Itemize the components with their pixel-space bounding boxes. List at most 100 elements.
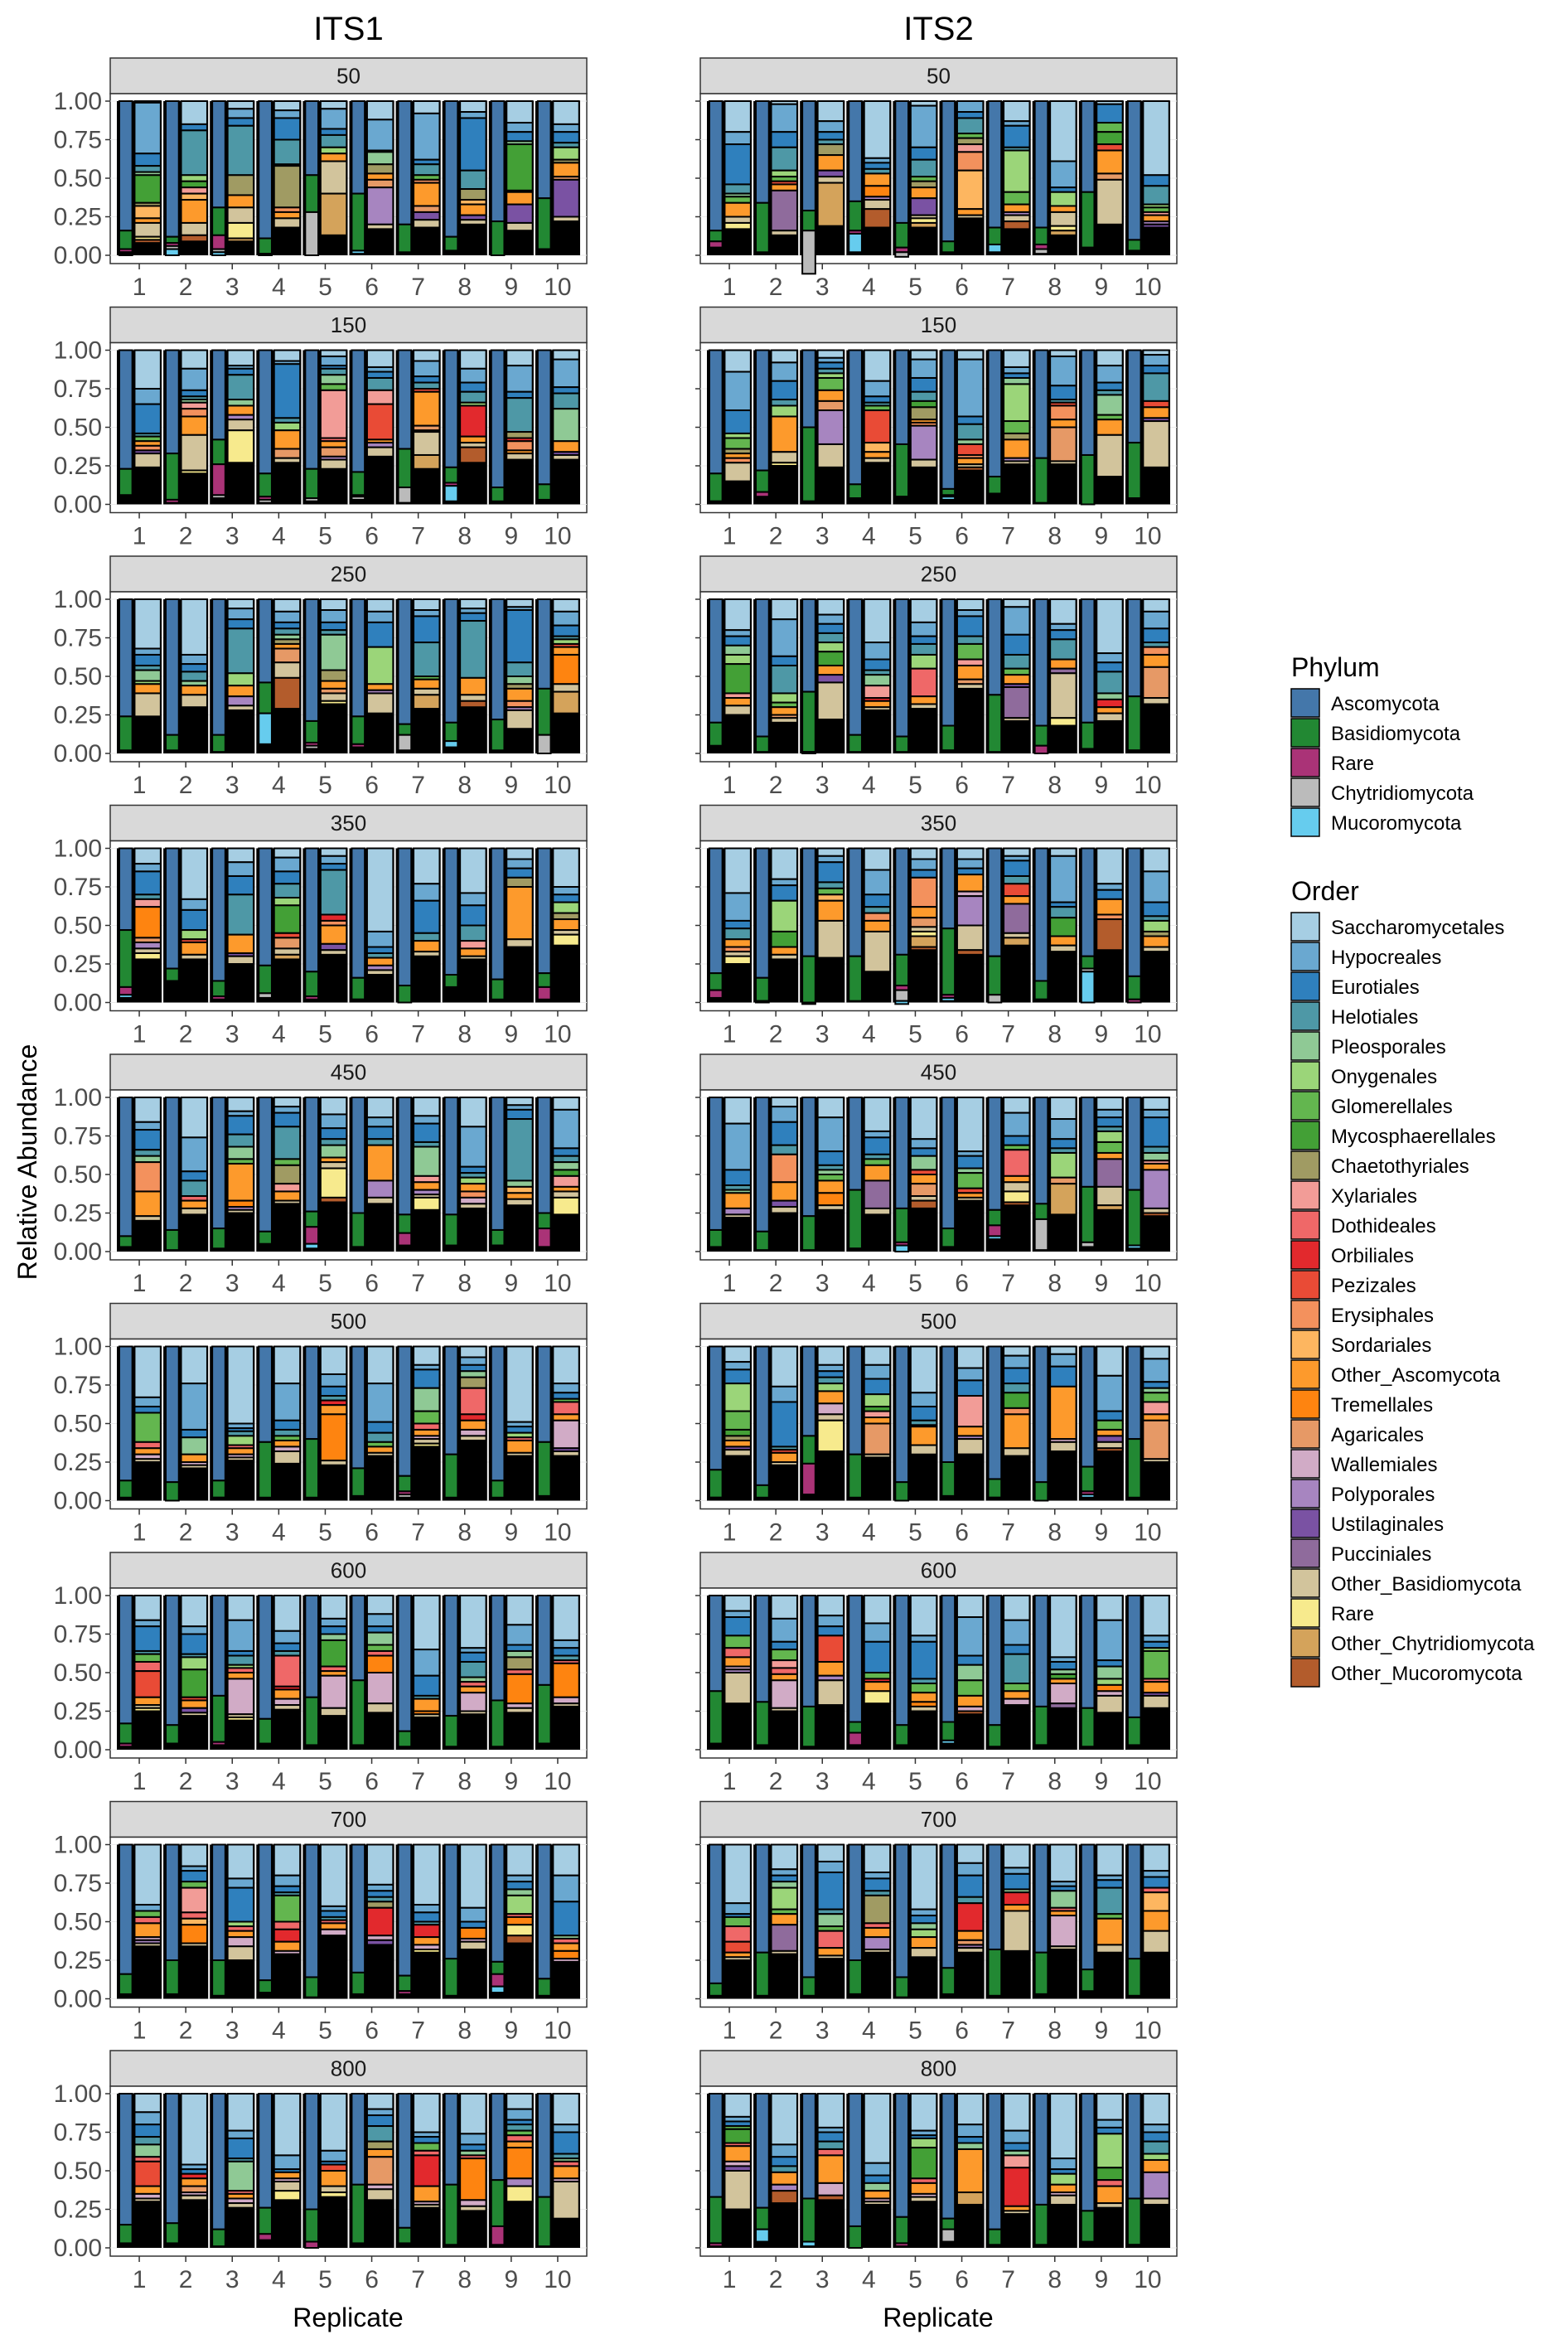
phylum-segment-basidiomycota	[1033, 2203, 1049, 2246]
y-tick-label: 0.25	[54, 1698, 102, 1726]
order-segment-hypocreales	[1096, 652, 1124, 664]
order-segment-other-ascomycota	[956, 1694, 985, 1707]
order-segment-eurotiales	[552, 1901, 580, 1937]
x-tick-label: 4	[272, 1768, 286, 1795]
order-segment-other-ascomycota	[226, 404, 255, 416]
phylum-segment-ascomycota	[941, 1843, 956, 1969]
order-segment-helotiales	[506, 2124, 534, 2132]
x-tick-label: 3	[225, 1270, 240, 1297]
phylum-segment-mucoromycota	[118, 496, 133, 500]
order-segment-other-basidiomycota	[180, 2194, 208, 2201]
order-segment-polyporales	[956, 895, 985, 927]
order-segment-tremellales	[319, 1413, 348, 1462]
phylum-segment-mucoromycota	[848, 497, 863, 501]
order-segment-saccharomycetales	[724, 1595, 752, 1612]
order-segment-other-basidiomycota	[724, 1672, 752, 1705]
phylum-segment-basidiomycota	[708, 472, 724, 502]
phylum-segment-ascomycota	[165, 349, 180, 455]
order-segment-saccharomycetales	[1049, 1097, 1077, 1121]
phylum-segment-ascomycota	[351, 1843, 366, 1974]
order-segment-dothideales	[413, 1422, 441, 1431]
order-segment-other-basidiomycota	[816, 1954, 845, 1960]
phylum-segment-ascomycota	[443, 349, 459, 468]
order-legend-key	[1290, 942, 1320, 971]
order-segment-eurotiales	[1003, 1644, 1031, 1655]
x-tick-label: 4	[862, 2017, 876, 2045]
order-segment-saccharomycetales	[956, 847, 985, 860]
order-segment-onygenales	[770, 899, 798, 932]
order-segment-hypocreales	[1003, 1867, 1031, 1875]
order-segment-xylariales	[956, 658, 985, 666]
x-tick-label: 1	[723, 274, 737, 301]
order-segment-saccharomycetales	[133, 1097, 162, 1123]
order-segment-eurotiales	[459, 1651, 487, 1663]
phylum-segment-rare	[211, 995, 226, 1000]
order-segment-helotiales	[273, 1126, 302, 1160]
phylum-segment-basidiomycota	[490, 220, 506, 256]
order-segment-saccharomycetales	[273, 1595, 302, 1632]
phylum-segment-basidiomycota	[490, 1228, 506, 1247]
x-tick-label: 7	[1001, 274, 1015, 301]
order-segment-eurotiales	[133, 153, 162, 167]
phylum-segment-basidiomycota	[118, 230, 133, 250]
order-segment-saccharomycetales	[1049, 349, 1077, 357]
order-segment-rare	[770, 462, 798, 467]
order-segment-saccharomycetales	[552, 1345, 580, 1385]
order-segment-eurotiales	[1142, 1381, 1170, 1389]
order-legend-label: Dothideales	[1331, 1215, 1436, 1237]
order-segment-other-basidiomycota	[319, 160, 348, 195]
phylum-segment-mucoromycota	[755, 1000, 770, 1004]
order-segment-other-basidiomycota	[1142, 1458, 1170, 1464]
order-segment-pleosporales	[1003, 376, 1031, 385]
order-segment-tremellales	[133, 906, 162, 939]
x-tick-label: 1	[133, 772, 147, 799]
x-tick-label: 5	[908, 523, 922, 550]
phylum-segment-rare	[536, 986, 552, 1000]
phylum-segment-ascomycota	[211, 1595, 226, 1697]
x-tick-label: 6	[365, 2266, 379, 2293]
phylum-segment-mucoromycota	[304, 1242, 320, 1250]
order-segment-other-ascomycota	[226, 1447, 255, 1455]
order-segment-wallemiales	[1003, 1697, 1031, 1707]
order-segment-other-ascomycota	[816, 1660, 845, 1677]
phylum-segment-basidiomycota	[258, 237, 273, 255]
x-tick-label: 5	[908, 2266, 922, 2293]
order-segment-other-ascomycota	[413, 1936, 441, 1946]
x-tick-label: 5	[318, 1021, 332, 1049]
order-segment-saccharomycetales	[413, 1595, 441, 1651]
phylum-segment-basidiomycota	[443, 235, 459, 252]
order-segment-other-ascomycota	[180, 1453, 208, 1463]
order-segment-saccharomycetales	[180, 1345, 208, 1385]
order-segment-pleosporales	[506, 676, 534, 685]
x-tick-label: 5	[908, 1768, 922, 1795]
order-segment-saccharomycetales	[226, 1595, 255, 1621]
x-tick-label: 3	[815, 274, 830, 301]
phylum-segment-ascomycota	[1033, 1595, 1049, 1707]
order-segment-saccharomycetales	[133, 1345, 162, 1398]
phylum-segment-basidiomycota	[1126, 1958, 1142, 1997]
order-segment-hypocreales	[413, 360, 441, 378]
phylum-segment-basidiomycota	[801, 426, 816, 502]
order-segment-dothideales	[506, 2134, 534, 2143]
phylum-segment-basidiomycota	[351, 2183, 366, 2245]
order-segment-saccharomycetales	[226, 598, 255, 610]
order-segment-other-ascomycota	[226, 933, 255, 954]
x-tick-label: 9	[1095, 274, 1109, 301]
order-segment-other-basidiomycota	[909, 703, 938, 710]
phylum-segment-ascomycota	[894, 349, 910, 445]
order-segment-mycosphaerellales	[909, 400, 938, 409]
phylum-segment-rare	[941, 749, 956, 753]
order-segment-saccharomycetales	[956, 349, 985, 361]
phylum-segment-ascomycota	[397, 100, 413, 225]
order-segment-hypocreales	[413, 1115, 441, 1125]
order-segment-wallemiales	[273, 1949, 302, 1955]
order-segment-other-ascomycota	[770, 415, 798, 453]
phylum-segment-rare	[1033, 1993, 1049, 1997]
order-segment-eurotiales	[816, 622, 845, 634]
phylum-segment-chytridiomycota	[1033, 248, 1049, 255]
order-segment-other-ascomycota	[863, 1681, 892, 1693]
phylum-segment-ascomycota	[351, 598, 366, 718]
order-segment-other-ascomycota	[273, 2171, 302, 2180]
phylum-segment-basidiomycota	[941, 1228, 956, 1248]
